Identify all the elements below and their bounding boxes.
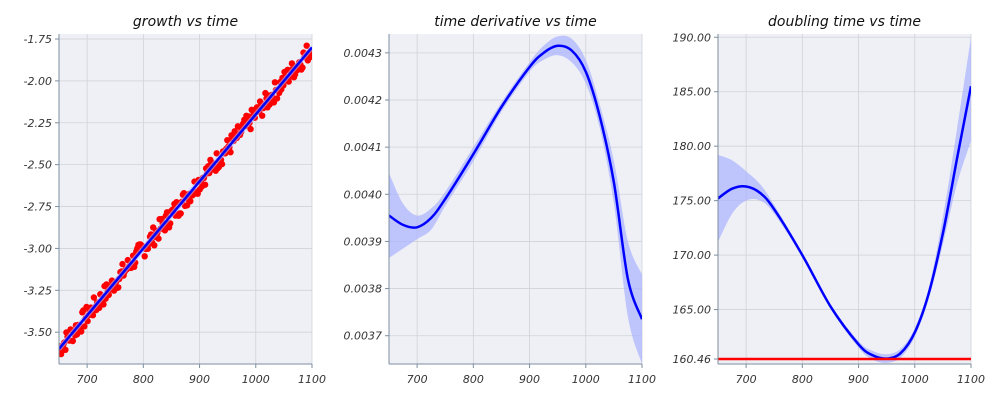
growth-data-point bbox=[218, 160, 226, 168]
growth-data-point bbox=[224, 137, 231, 144]
doubling-y-tick-label: 160.46 bbox=[673, 353, 712, 366]
time-derivative-vs-time-title: time derivative vs time bbox=[434, 14, 596, 30]
doubling-time-vs-time-title: doubling time vs time bbox=[768, 14, 921, 30]
growth-data-point bbox=[227, 149, 234, 156]
growth-y-tick-label: -2.75 bbox=[24, 201, 52, 214]
doubling-x-tick-label: 800 bbox=[792, 373, 813, 386]
growth-y-tick-label: -3.50 bbox=[24, 326, 52, 339]
derivative-data-layer bbox=[389, 35, 642, 364]
doubling-x-tick-label: 900 bbox=[848, 373, 869, 386]
growth-x-tick-label: 800 bbox=[133, 373, 154, 386]
derivative-y-tick-label: 0.0040 bbox=[344, 188, 383, 201]
derivative-series-line bbox=[389, 44, 642, 320]
growth-data-point bbox=[273, 95, 281, 102]
time-derivative-vs-time-panel: time derivative vs time 700 800 900 1000 110… bbox=[344, 14, 657, 386]
growth-y-tick-label: -2.25 bbox=[24, 117, 52, 130]
derivative-y-tick-label: 0.0042 bbox=[344, 94, 383, 107]
growth-data-point bbox=[155, 235, 162, 242]
derivative-x-tick-label: 900 bbox=[519, 373, 540, 386]
doubling-y-tick-label: 165.00 bbox=[673, 304, 712, 317]
growth-data-point bbox=[119, 260, 126, 268]
growth-data-point bbox=[299, 64, 306, 71]
growth-data-point bbox=[115, 284, 122, 291]
growth-data-point bbox=[187, 198, 194, 205]
growth-x-tick-label: 900 bbox=[189, 373, 210, 386]
derivative-x-tick-label: 1000 bbox=[572, 373, 600, 386]
doubling-data-layer bbox=[718, 37, 971, 363]
growth-data-point bbox=[201, 181, 209, 188]
doubling-y-tick-label: 180.00 bbox=[673, 140, 712, 153]
growth-x-tick-label: 700 bbox=[77, 373, 98, 386]
derivative-x-tick-label: 800 bbox=[463, 373, 484, 386]
derivative-x-tick-label: 700 bbox=[407, 373, 428, 386]
growth-data-point bbox=[100, 301, 107, 308]
growth-data-layer bbox=[59, 42, 312, 358]
growth-data-point bbox=[259, 112, 266, 119]
growth-x-tick-label: 1000 bbox=[242, 373, 270, 386]
growth-fit-line bbox=[59, 46, 312, 350]
growth-y-tick-label: -2.00 bbox=[24, 75, 52, 88]
growth-data-point bbox=[247, 125, 254, 133]
growth-data-point bbox=[69, 337, 77, 345]
growth-vs-time-title: growth vs time bbox=[133, 14, 238, 30]
growth-data-point bbox=[78, 328, 85, 335]
growth-data-point bbox=[271, 79, 279, 86]
growth-y-tick-label: -3.00 bbox=[24, 242, 52, 255]
growth-data-point bbox=[308, 53, 312, 60]
doubling-y-tick-label: 190.00 bbox=[673, 31, 712, 44]
doubling-series-line bbox=[718, 86, 971, 360]
doubling-y-tick-label: 175.00 bbox=[673, 195, 712, 208]
derivative-y-tick-label: 0.0043 bbox=[344, 47, 383, 60]
derivative-y-tick-label: 0.0041 bbox=[344, 141, 383, 154]
growth-y-tick-label: -2.50 bbox=[24, 159, 52, 172]
growth-data-point bbox=[213, 150, 220, 157]
derivative-y-tick-label: 0.0039 bbox=[344, 235, 383, 248]
growth-data-point bbox=[151, 242, 158, 249]
growth-data-point bbox=[81, 323, 88, 330]
growth-y-tick-label: -3.25 bbox=[24, 284, 52, 297]
growth-x-tick-label: 1100 bbox=[298, 373, 326, 386]
doubling-y-tick-label: 185.00 bbox=[673, 86, 712, 99]
doubling-y-tick-label: 170.00 bbox=[673, 249, 712, 262]
derivative-y-tick-label: 0.0037 bbox=[344, 330, 383, 343]
growth-data-point bbox=[62, 346, 69, 353]
growth-data-point bbox=[304, 57, 311, 64]
growth-data-point bbox=[303, 42, 310, 49]
doubling-x-tick-label: 1000 bbox=[901, 373, 929, 386]
growth-vs-time-panel: growth vs time 700 800 900 1000 1100 -1.75 -2.… bbox=[24, 14, 326, 386]
derivative-confidence-band bbox=[389, 35, 642, 364]
doubling-x-tick-label: 1100 bbox=[957, 373, 985, 386]
derivative-x-tick-label: 1100 bbox=[628, 373, 656, 386]
growth-y-tick-label: -1.75 bbox=[24, 33, 52, 46]
derivative-y-tick-label: 0.0038 bbox=[344, 283, 383, 296]
growth-data-point bbox=[177, 210, 184, 217]
growth-data-point bbox=[141, 253, 148, 260]
doubling-time-vs-time-panel: doubling time vs time 700 800 900 1000 1100 1… bbox=[673, 14, 986, 386]
growth-data-point bbox=[90, 294, 98, 301]
doubling-x-tick-label: 700 bbox=[736, 373, 757, 386]
